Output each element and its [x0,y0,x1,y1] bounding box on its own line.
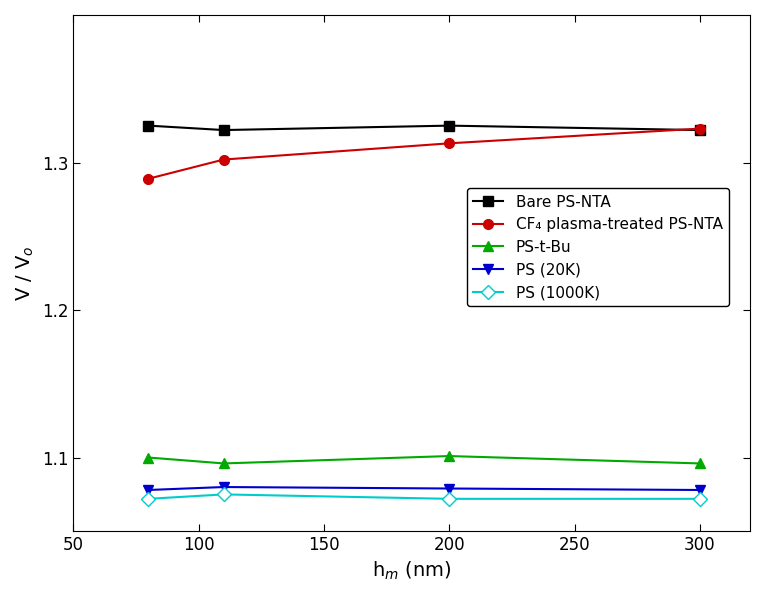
Legend: Bare PS-NTA, CF₄ plasma-treated PS-NTA, PS-t-Bu, PS (20K), PS (1000K): Bare PS-NTA, CF₄ plasma-treated PS-NTA, … [467,189,729,306]
Y-axis label: V / V$_o$: V / V$_o$ [15,245,36,301]
X-axis label: h$_m$ (nm): h$_m$ (nm) [372,560,451,582]
